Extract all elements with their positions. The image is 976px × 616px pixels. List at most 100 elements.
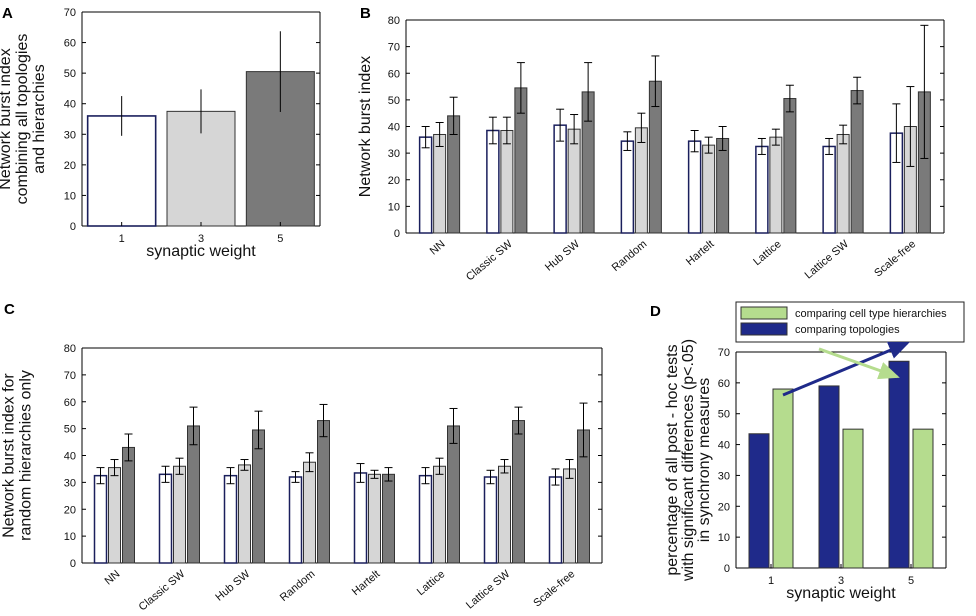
bar [486,129,500,234]
trend-arrow-hierarchies [818,347,900,380]
bar [567,128,581,234]
bar [108,467,121,564]
bar [187,425,200,564]
bar [500,129,514,234]
bar [842,428,864,569]
bar [238,464,251,564]
legend-label: comparing topologies [795,324,900,336]
trend-arrow-topologies [782,341,910,397]
chart-c: 0 10 20 30 40 50 60 70 80 NN Classic SW Hub SW Rando… [1,343,603,613]
y-tick-label: 60 [64,397,76,409]
bar [512,420,525,564]
bar [288,476,303,564]
bar [498,465,511,564]
x-axis-label: synaptic weight [146,243,256,260]
x-tick-label: Lattice [751,238,784,268]
y-tick-label: 20 [64,160,76,172]
y-tick-label: 0 [724,563,730,575]
y-tick-label: 20 [64,504,76,516]
y-tick-label: 0 [70,558,76,570]
y-tick-label: 70 [64,370,76,382]
y-tick-label: 70 [718,347,730,359]
bar [303,461,316,564]
x-tick-label: Classic SW [137,568,188,614]
y-axis-label: Network burst index [357,56,374,197]
x-tick-label: Hub SW [213,568,253,604]
y-tick-label: 70 [64,7,76,19]
y-tick-label: 70 [388,42,400,54]
bar [783,98,797,234]
y-tick-label: 50 [718,409,730,421]
bar [447,425,460,564]
chart-a: 0 10 20 30 40 50 60 70 1 3 5 synaptic weight Network… [0,7,321,260]
bar [93,474,108,564]
panel-label-b: B [360,5,371,22]
y-axis-label: in synchrony measures [696,378,713,543]
y-tick-label: 10 [388,201,400,213]
y-tick-label: 40 [388,122,400,134]
bar [888,360,910,569]
bar [634,127,648,234]
bar [252,429,265,564]
bar [822,145,836,234]
x-tick-label: 1 [119,233,125,245]
y-tick-label: 40 [64,451,76,463]
bar [158,473,173,564]
x-tick-label: Scale-free [531,568,577,609]
bar [433,133,447,234]
y-tick-label: 50 [64,424,76,436]
y-tick-label: 60 [64,38,76,50]
y-tick-label: 10 [64,531,76,543]
bar [433,465,446,564]
x-tick-label: 1 [768,575,774,587]
x-tick-label: NN [103,568,123,587]
y-tick-label: 0 [394,228,400,240]
x-tick-label: Lattice [415,568,448,598]
bar [548,476,563,564]
legend-swatch [740,306,788,320]
y-tick-label: 10 [718,532,730,544]
panel-label-c: C [4,301,15,318]
bar [687,140,702,234]
x-tick-label: Classic SW [464,238,515,284]
x-tick-label: Random [278,568,318,604]
y-tick-label: 60 [718,378,730,390]
panel-label-a: A [2,5,13,22]
y-axis-label: Network burst index [0,48,14,189]
y-tick-label: 30 [64,477,76,489]
bar [772,388,794,569]
y-tick-label: 10 [64,190,76,202]
y-tick-label: 30 [64,129,76,141]
x-tick-label: 5 [908,575,914,587]
bar [382,473,395,564]
y-tick-label: 30 [388,148,400,160]
x-tick-label: 3 [198,233,204,245]
panel-label-d: D [650,303,661,320]
y-tick-label: 80 [64,343,76,355]
bar [912,428,934,569]
legend-label: comparing cell type hierarchies [795,308,947,320]
y-tick-label: 20 [388,175,400,187]
y-axis-label: with significant differences (p<.05) [680,339,697,582]
bar [317,420,330,564]
bar [620,140,635,234]
bar [368,473,381,564]
bar [353,472,368,564]
y-axis-label: combining all topologies [14,34,31,205]
chart-d: 0 10 20 30 40 50 60 70 1 3 5 synaptic weight percent… [664,301,965,602]
y-tick-label: 0 [70,221,76,233]
chart-b: 0 10 20 30 40 50 60 70 80 NN Classic SW Hub SW Rando… [357,15,945,284]
y-axis-label: and hierarchies [31,64,48,173]
bar [836,133,850,234]
bar [418,136,433,234]
bar [748,433,770,569]
x-tick-label: Random [610,238,650,274]
y-tick-label: 50 [64,68,76,80]
y-tick-label: 40 [718,440,730,452]
bar [818,385,840,569]
y-tick-label: 80 [388,15,400,27]
bar [769,136,783,234]
legend-swatch [740,322,788,336]
bar [418,474,433,564]
